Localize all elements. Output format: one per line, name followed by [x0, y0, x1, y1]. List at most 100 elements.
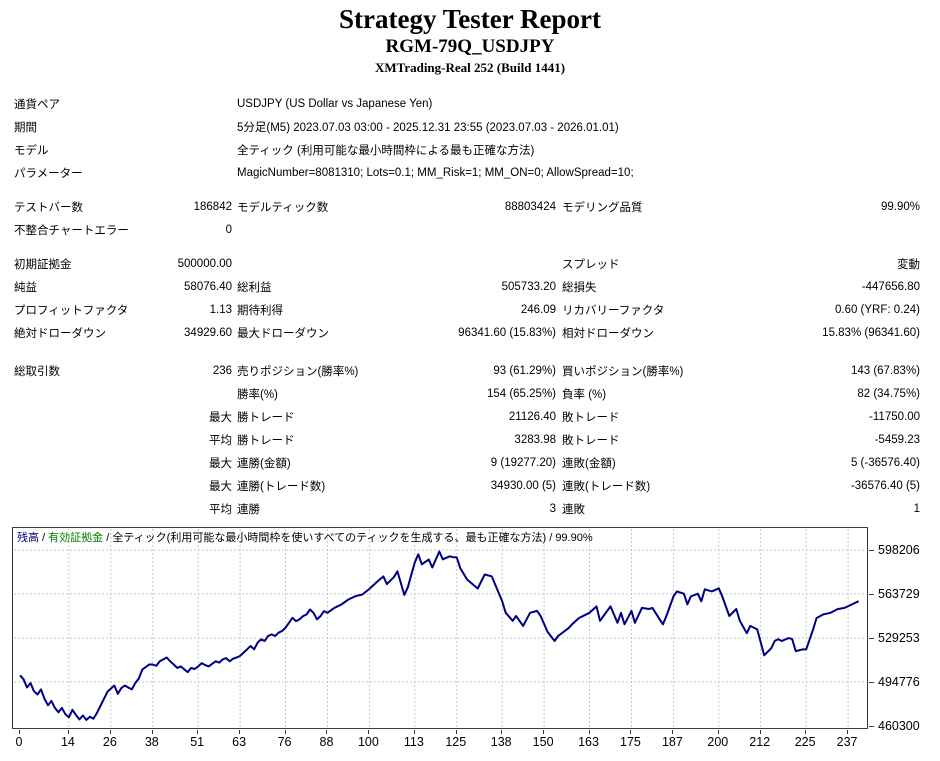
x-axis-tick	[326, 730, 328, 734]
x-axis-tick	[630, 730, 632, 734]
stat-value: 9 (19277.20)	[490, 456, 556, 469]
stat-value: 143 (67.83%)	[850, 364, 920, 377]
stat-value: 0	[225, 223, 232, 236]
balance-chart-svg	[14, 529, 866, 727]
x-axis-tick	[588, 730, 590, 734]
x-axis-label: 150	[532, 735, 554, 749]
stat-label: 連勝	[237, 503, 260, 516]
y-axis-tick	[869, 550, 874, 551]
table-row: 最大 勝トレード 21126.40 敗トレード -11750.00	[14, 405, 926, 428]
stat-value: 99.90%	[880, 200, 920, 213]
x-axis-tick	[455, 730, 457, 734]
stat-label: 絶対ドローダウン	[14, 327, 106, 340]
stat-value-wide: MagicNumber=8081310; Lots=0.1; MM_Risk=1…	[237, 166, 634, 179]
x-axis-label: 51	[190, 735, 205, 749]
x-axis-tick	[197, 730, 199, 734]
stat-value-wide: 5分足(M5) 2023.07.03 03:00 - 2025.12.31 23…	[237, 121, 619, 134]
table-row: モデル 全ティック (利用可能な最小時間枠による最も正確な方法)	[14, 138, 926, 161]
balance-chart-section: 残高 / 有効証拠金 / 全ティック(利用可能な最小時間枠を使いすべてのティック…	[0, 527, 940, 759]
stat-label: 連敗(金額)	[562, 457, 616, 470]
x-axis-tick	[368, 730, 370, 734]
legend-separator: /	[39, 532, 49, 544]
x-axis-label: 14	[60, 735, 75, 749]
stat-label: 総取引数	[14, 365, 60, 378]
x-axis-label: 163	[578, 735, 599, 749]
stat-value: 3	[549, 502, 556, 515]
stat-label: 売りポジション(勝率%)	[237, 365, 359, 378]
x-axis-label: 100	[357, 735, 379, 749]
y-axis-label: 460300	[878, 719, 920, 733]
x-axis-tick	[239, 730, 241, 734]
table-row: 初期証拠金 500000.00 スプレッド 変動	[14, 252, 926, 275]
stat-value: -447656.80	[861, 280, 920, 293]
x-axis-label: 138	[490, 735, 512, 749]
x-axis-label: 26	[102, 735, 117, 749]
stat-value: 1.13	[209, 303, 232, 316]
x-axis-tick	[19, 730, 20, 734]
balance-chart: 残高 / 有効証拠金 / 全ティック(利用可能な最小時間枠を使いすべてのティック…	[12, 527, 868, 729]
stat-value: 最大	[209, 480, 232, 493]
stat-label: 連勝(金額)	[237, 457, 291, 470]
stat-value: 34929.60	[184, 326, 232, 339]
table-row: 期間 5分足(M5) 2023.07.03 03:00 - 2025.12.31 …	[14, 115, 926, 138]
stat-label: モデルティック数	[237, 201, 329, 214]
table-row: プロフィットファクタ 1.13 期待利得 246.09 リカバリーファクタ 0.60 (Y…	[14, 298, 926, 321]
table-row: 不整合チャートエラー 0	[14, 218, 926, 241]
x-axis-label: 88	[319, 735, 334, 749]
x-axis-label: 63	[232, 735, 247, 749]
stat-label: 期待利得	[237, 304, 283, 317]
table-row: 純益 58076.40 総利益 505733.20 総損失 -447656.80	[14, 275, 926, 298]
x-axis-label: 0	[15, 735, 23, 749]
x-axis-tick	[805, 730, 807, 734]
x-axis-label: 76	[277, 735, 292, 749]
stat-value: 21126.40	[508, 410, 556, 423]
legend-separator: /	[103, 532, 113, 544]
stat-label: 買いポジション(勝率%)	[562, 365, 684, 378]
stat-value: 93 (61.29%)	[493, 364, 556, 377]
stat-label: 相対ドローダウン	[562, 327, 654, 340]
legend-equity-label: 有効証拠金	[48, 532, 104, 544]
stat-label: 最大ドローダウン	[237, 327, 329, 340]
stat-label: 連敗	[562, 503, 585, 516]
stat-label: 純益	[14, 281, 37, 294]
stat-value: 15.83% (96341.60)	[822, 326, 920, 339]
stat-value: 500000.00	[177, 257, 232, 270]
stat-value: 154 (65.25%)	[486, 387, 556, 400]
stat-value: -11750.00	[869, 410, 920, 423]
table-row: 勝率(%) 154 (65.25%) 負率 (%) 82 (34.75%)	[14, 382, 926, 405]
x-axis-tick	[151, 730, 153, 734]
stat-value: 変動	[897, 258, 920, 271]
stat-value: 5 (-36576.40)	[850, 456, 920, 469]
stat-label: スプレッド	[562, 258, 620, 271]
y-axis-tick	[869, 594, 874, 595]
legend-balance-label: 残高	[17, 532, 39, 544]
stat-value: 最大	[209, 411, 232, 424]
stat-value: 236	[212, 364, 232, 377]
stat-label: 勝トレード	[237, 434, 295, 447]
x-axis-tick	[847, 730, 849, 734]
stat-label: モデリング品質	[562, 201, 643, 214]
stat-label: モデル	[14, 144, 49, 157]
legend-model-note: 全ティック(利用可能な最小時間枠を使いすべてのティックを生成する、最も正確な方法…	[112, 532, 547, 544]
legend-quality: 99.90%	[555, 532, 593, 544]
stat-value: 3283.98	[514, 433, 556, 446]
x-axis-tick	[109, 730, 111, 734]
chart-legend: 残高 / 有効証拠金 / 全ティック(利用可能な最小時間枠を使いすべてのティック…	[17, 529, 593, 545]
table-row: 平均 勝トレード 3283.98 敗トレード -5459.23	[14, 428, 926, 451]
stat-label: 総利益	[237, 281, 272, 294]
stat-label: プロフィットファクタ	[14, 304, 129, 317]
stat-value: 平均	[209, 434, 232, 447]
stat-value-wide: USDJPY (US Dollar vs Japanese Yen)	[237, 97, 433, 110]
x-axis-label: 200	[707, 735, 729, 749]
stat-value: 246.09	[520, 303, 556, 316]
stat-value: 0.60 (YRF: 0.24)	[834, 303, 920, 316]
stat-label: 敗トレード	[562, 411, 620, 424]
stat-value: -36576.40 (5)	[850, 479, 920, 492]
table-row: 総取引数 236 売りポジション(勝率%) 93 (61.29%) 買いポジション(勝率…	[14, 359, 926, 382]
stat-label: 負率 (%)	[562, 388, 607, 401]
y-axis-label: 598206	[878, 543, 920, 557]
x-axis-label: 187	[661, 735, 683, 749]
stat-label: 期間	[14, 121, 37, 134]
stat-value: 最大	[209, 457, 232, 470]
table-row: テストバー数 186842 モデルティック数 88803424 モデリング品質 99.90…	[14, 195, 926, 218]
